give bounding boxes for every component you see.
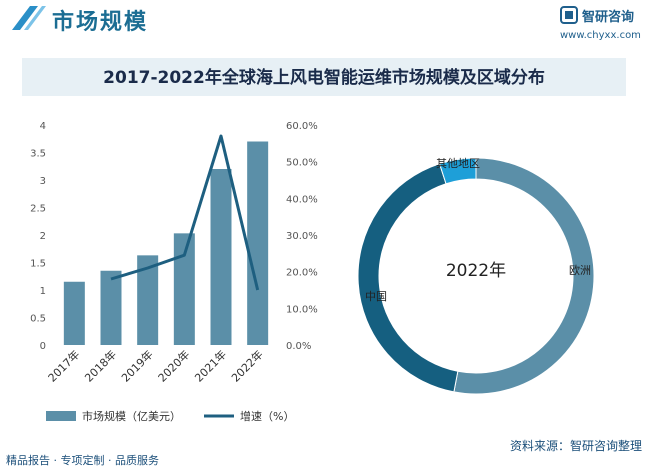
x-axis-tick-label: 2017年 bbox=[45, 347, 82, 384]
x-axis-tick-label: 2022年 bbox=[228, 347, 265, 384]
brand-name: 智研咨询 bbox=[582, 10, 635, 25]
donut-slice-其他地区 bbox=[438, 157, 477, 185]
donut-label-欧洲: 欧洲 bbox=[569, 264, 591, 277]
x-axis-tick-label: 2019年 bbox=[118, 347, 155, 384]
donut-center-label: 2022年 bbox=[446, 261, 506, 281]
bar-2021年 bbox=[210, 169, 232, 345]
left-axis-tick-label: 2 bbox=[40, 231, 46, 242]
bar-series bbox=[63, 141, 269, 345]
left-axis: 0 0.5 1 1.5 2 2.5 3 3.5 4 bbox=[30, 121, 46, 352]
donut-slice-中国 bbox=[357, 163, 459, 393]
growth-line-series bbox=[110, 134, 260, 291]
right-axis-tick-label: 50.0% bbox=[286, 158, 318, 169]
right-axis-tick-label: 40.0% bbox=[286, 194, 318, 205]
bar-2017年 bbox=[63, 281, 85, 345]
donut-chart bbox=[357, 157, 595, 395]
left-axis-tick-label: 2.5 bbox=[30, 204, 46, 215]
left-axis-tick-label: 1.5 bbox=[30, 259, 46, 270]
bar-2020年 bbox=[173, 233, 195, 345]
header-logo-icon bbox=[12, 6, 46, 30]
x-axis-tick-label: 2021年 bbox=[192, 347, 229, 384]
chart-title-band bbox=[22, 58, 626, 96]
bar-2022年 bbox=[247, 141, 269, 345]
x-axis-tick-label: 2018年 bbox=[82, 347, 119, 384]
right-axis-tick-label: 30.0% bbox=[286, 231, 318, 242]
left-axis-tick-label: 0 bbox=[40, 341, 46, 352]
legend-line-label: 增速（%） bbox=[240, 409, 294, 423]
right-axis-tick-label: 20.0% bbox=[286, 268, 318, 279]
legend-bar-label: 市场规模（亿美元） bbox=[82, 409, 181, 423]
right-axis: 0.0% 10.0% 20.0% 30.0% 40.0% 50.0% 60.0% bbox=[286, 121, 318, 352]
brand-logo-icon bbox=[560, 6, 578, 24]
right-axis-tick-label: 10.0% bbox=[286, 304, 318, 315]
x-axis-ticks: 2017年 2018年 2019年 2020年 2021年 2022年 bbox=[45, 347, 266, 384]
footer-tagline: 精品报告 · 专项定制 · 品质服务 bbox=[6, 454, 159, 467]
left-axis-tick-label: 3.5 bbox=[30, 149, 46, 160]
left-axis-tick-label: 0.5 bbox=[30, 314, 46, 325]
left-axis-tick-label: 1 bbox=[40, 286, 46, 297]
growth-line bbox=[110, 134, 260, 291]
donut-label-中国: 中国 bbox=[365, 290, 387, 303]
left-axis-tick-label: 4 bbox=[40, 121, 46, 132]
chart-title: 2017-2022年全球海上风电智能运维市场规模及区域分布 bbox=[103, 67, 545, 88]
right-axis-tick-label: 0.0% bbox=[286, 341, 311, 352]
donut-label-其他地区: 其他地区 bbox=[436, 157, 480, 170]
legend-bar-swatch bbox=[46, 411, 76, 421]
bar-2019年 bbox=[137, 255, 159, 345]
footer-source: 资料来源：智研咨询整理 bbox=[510, 439, 643, 453]
page-header-title: 市场规模 bbox=[52, 10, 149, 35]
brand-url: www.chyxx.com bbox=[560, 30, 641, 41]
left-axis-tick-label: 3 bbox=[40, 176, 46, 187]
bar-2018年 bbox=[100, 270, 122, 345]
x-axis-tick-label: 2020年 bbox=[155, 347, 192, 384]
right-axis-tick-label: 60.0% bbox=[286, 121, 318, 132]
